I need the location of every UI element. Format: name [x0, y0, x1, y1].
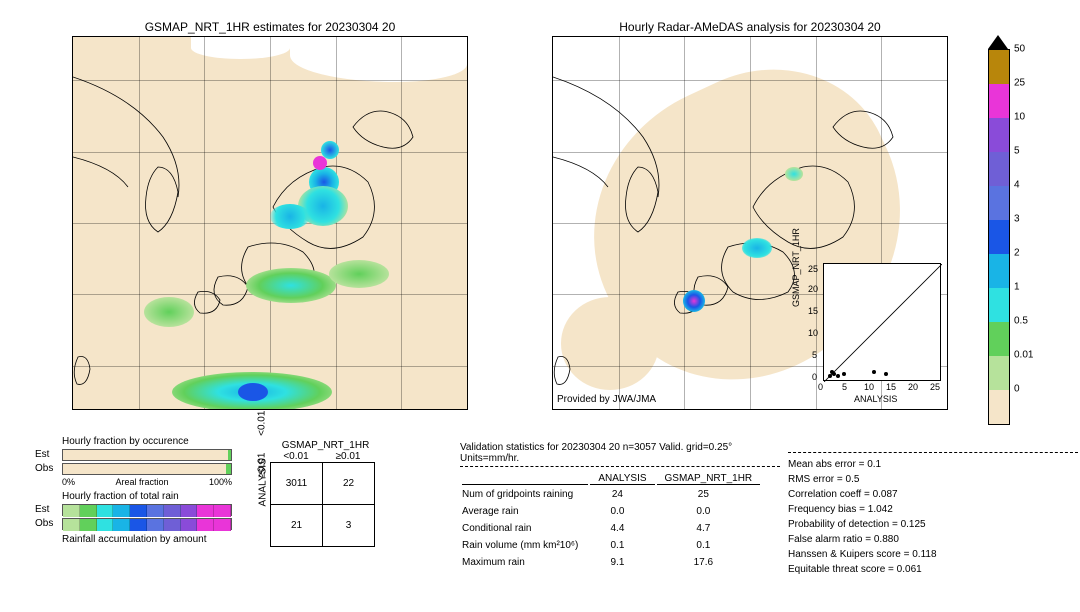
stat-line: Equitable threat score = 0.061 [788, 562, 1078, 577]
left-map-panel: GSMAP_NRT_1HR estimates for 20230304 20 [72, 20, 468, 410]
right-map: Provided by JWA/JMA 0 5 10 15 20 25 0 5 … [552, 36, 948, 410]
val-b: 0.1 [657, 538, 761, 553]
val-label: Conditional rain [462, 521, 588, 536]
ytick: 25°N [72, 361, 73, 372]
val-a: 24 [590, 487, 654, 502]
colorbar-segments [988, 49, 1010, 425]
hf-est-bar: Est [62, 449, 232, 461]
val-label: Rain volume (mm km²10⁶) [462, 538, 588, 553]
colorbar: 502510543210.50.010 [988, 35, 1010, 425]
validation-panel: Validation statistics for 20230304 20 n=… [460, 442, 780, 572]
xtick: 130°E [191, 409, 218, 410]
val-a: 0.0 [590, 504, 654, 519]
left-map: 45°N 40°N 35°N 30°N 25°N 125°E 130°E 135… [72, 36, 468, 410]
val-label: Num of gridpoints raining [462, 487, 588, 502]
hf-accum-title: Rainfall accumulation by amount [62, 534, 232, 545]
ytick: 30°N [72, 289, 73, 300]
hf-obs-bar: Obs [62, 463, 232, 475]
scatter-ylabel: GSMAP_NRT_1HR [791, 228, 801, 307]
validation-table: ANALYSISGSMAP_NRT_1HR Num of gridpoints … [460, 471, 762, 572]
right-map-title: Hourly Radar-AMeDAS analysis for 2023030… [552, 20, 948, 34]
coastline-svg [73, 37, 468, 410]
ytick: 45°N [72, 74, 73, 85]
cm-cell: 3011 [271, 463, 323, 505]
ytick: 35°N [72, 218, 73, 229]
stat-line: Frequency bias = 1.042 [788, 502, 1078, 517]
right-map-panel: Hourly Radar-AMeDAS analysis for 2023030… [552, 20, 948, 410]
left-map-title: GSMAP_NRT_1HR estimates for 20230304 20 [72, 20, 468, 34]
stat-line: Hanssen & Kuipers score = 0.118 [788, 547, 1078, 562]
val-a: 9.1 [590, 555, 654, 570]
stat-line: False alarm ratio = 0.880 [788, 532, 1078, 547]
cm-cell: 21 [271, 505, 323, 547]
hourly-fraction-panel: Hourly fraction by occurence Est Obs 0% … [62, 436, 232, 545]
cm-cell: 22 [323, 463, 375, 505]
val-label: Average rain [462, 504, 588, 519]
provider-label: Provided by JWA/JMA [557, 394, 656, 405]
cm-cell: 3 [323, 505, 375, 547]
cm-col-header: GSMAP_NRT_1HR [276, 440, 375, 451]
val-label: Maximum rain [462, 555, 588, 570]
hf-occ-title: Hourly fraction by occurence [62, 436, 232, 447]
val-a: 4.4 [590, 521, 654, 536]
xtick: 125°E [125, 409, 152, 410]
stat-line: Correlation coeff = 0.087 [788, 487, 1078, 502]
validation-header: Validation statistics for 20230304 20 n=… [460, 442, 780, 467]
stats-list: Mean abs error = 0.1RMS error = 0.5Corre… [788, 452, 1078, 577]
rain-blob [742, 238, 772, 258]
rain-blob [246, 268, 336, 303]
hf-rain-est: Est [62, 504, 232, 516]
rain-blob [683, 290, 705, 312]
stat-line: RMS error = 0.5 [788, 472, 1078, 487]
xtick: 140°E [322, 409, 349, 410]
colorbar-top-triangle [988, 35, 1008, 49]
cm-row-header: ANALYSIS [258, 492, 269, 506]
val-b: 25 [657, 487, 761, 502]
hf-rain-title: Hourly fraction of total rain [62, 491, 232, 502]
val-b: 4.7 [657, 521, 761, 536]
confusion-matrix-panel: GSMAP_NRT_1HR ANALYSIS <0.01 ≥0.01 30112… [256, 440, 375, 547]
hf-rain-obs: Obs [62, 518, 232, 530]
stat-line: Probability of detection = 0.125 [788, 517, 1078, 532]
val-b: 17.6 [657, 555, 761, 570]
val-a: 0.1 [590, 538, 654, 553]
scatter-xlabel: ANALYSIS [854, 394, 897, 404]
confusion-matrix: 301122 213 [270, 462, 375, 547]
scatter-inset: 0 5 10 15 20 25 0 5 10 15 20 25 ANALYSIS… [823, 263, 941, 381]
stat-line: Mean abs error = 0.1 [788, 457, 1078, 472]
ytick: 40°N [72, 146, 73, 157]
val-b: 0.0 [657, 504, 761, 519]
xtick: 145°E [388, 409, 415, 410]
